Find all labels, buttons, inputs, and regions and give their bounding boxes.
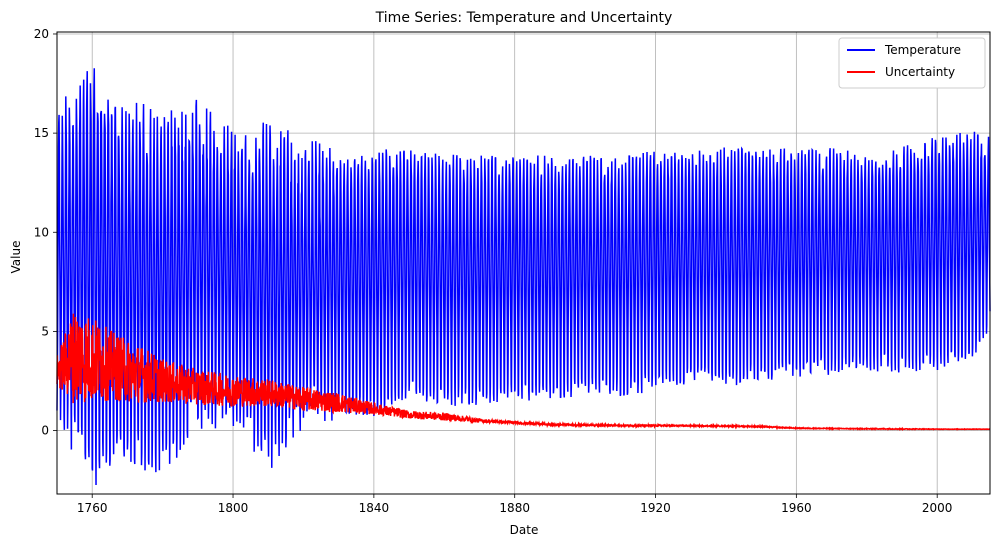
- y-tick-label: 0: [41, 424, 49, 438]
- x-tick-label: 1840: [359, 501, 390, 515]
- chart-title: Time Series: Temperature and Uncertainty: [375, 10, 673, 26]
- legend-box: [838, 37, 986, 89]
- y-tick-label: 10: [34, 225, 49, 239]
- legend: Temperature Uncertainty: [838, 37, 986, 89]
- y-tick-label: 20: [34, 27, 49, 41]
- x-tick-label: 1880: [499, 501, 530, 515]
- x-tick-label: 1960: [781, 501, 812, 515]
- x-tick-label: 1760: [77, 501, 108, 515]
- y-tick-label: 5: [41, 324, 49, 338]
- x-tick-label: 1800: [218, 501, 249, 515]
- legend-label-uncertainty: Uncertainty: [885, 65, 955, 79]
- plot-frame: [56, 31, 991, 495]
- y-axis-label: Value: [9, 241, 23, 274]
- series-line-uncertainty: [56, 313, 991, 432]
- x-axis: 1760 1800 1840 1880 1920 1960 2000: [77, 494, 953, 515]
- series-layer: [56, 68, 991, 485]
- legend-label-temperature: Temperature: [884, 43, 961, 57]
- y-axis: 0 5 10 15 20: [34, 27, 57, 438]
- series-line-temperature: [56, 68, 991, 485]
- x-tick-label: 2000: [922, 501, 953, 515]
- x-axis-label: Date: [510, 523, 539, 537]
- x-tick-label: 1920: [640, 501, 671, 515]
- y-tick-label: 15: [34, 126, 49, 140]
